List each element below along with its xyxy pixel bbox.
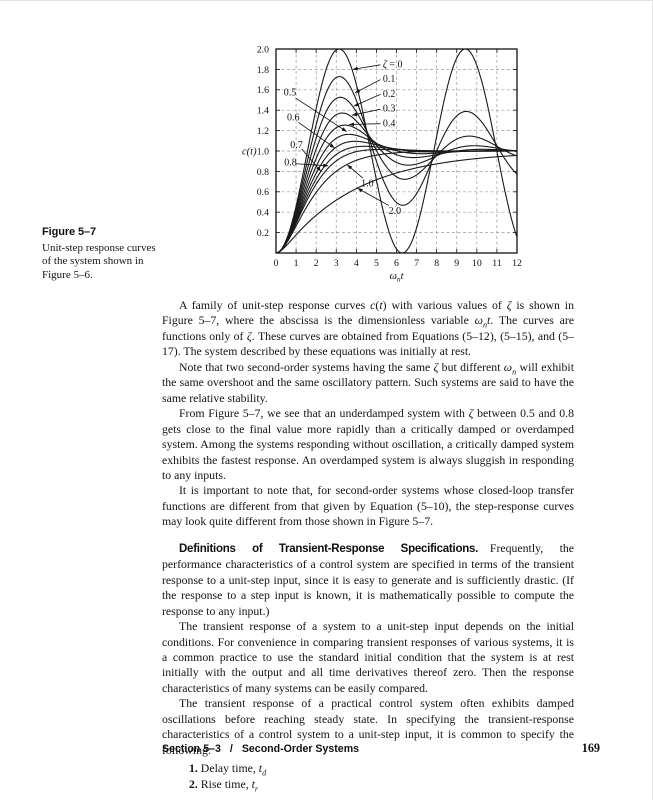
x-axis-label: ωnt	[389, 271, 404, 284]
footer-chapter: Second-Order Systems	[241, 743, 360, 755]
svg-text:12: 12	[512, 258, 522, 269]
svg-text:0.5: 0.5	[284, 87, 297, 98]
svg-text:6: 6	[394, 258, 399, 269]
paragraph: From Figure 5–7, we see that an underdam…	[162, 406, 574, 482]
svg-text:0.6: 0.6	[287, 112, 300, 123]
curve-zeta-0	[275, 48, 518, 254]
list-item: 1. Delay time, td	[189, 761, 267, 778]
svg-text:0.7: 0.7	[290, 140, 303, 151]
curve-zeta-1	[275, 150, 518, 254]
page-footer: Section 5–3 / Second-Order Systems 169	[162, 741, 600, 756]
footer-separator: /	[229, 743, 233, 755]
svg-text:1.6: 1.6	[257, 85, 269, 96]
svg-text:2.0: 2.0	[257, 44, 269, 55]
svg-text:0.2: 0.2	[383, 89, 396, 100]
paragraph: The transient response of a system to a …	[162, 619, 574, 695]
svg-text:4: 4	[354, 258, 359, 269]
svg-text:11: 11	[492, 258, 502, 269]
figure-caption: Figure 5–7 Unit-step response curves of …	[42, 226, 158, 282]
svg-text:0: 0	[274, 258, 279, 269]
svg-text:0.4: 0.4	[257, 208, 269, 219]
svg-text:2: 2	[314, 258, 319, 269]
paragraph: The transient response of a practical co…	[162, 696, 574, 757]
paragraph: A family of unit-step response curves c(…	[162, 298, 574, 359]
footer-section: Section 5–3	[162, 743, 221, 755]
svg-text:8: 8	[434, 258, 439, 269]
figure-label: Figure 5–7	[42, 226, 97, 238]
svg-text:1.4: 1.4	[257, 106, 269, 117]
curve-zeta-2	[275, 154, 518, 254]
svg-text:7: 7	[414, 258, 419, 269]
curve-zeta-0.1	[275, 76, 518, 254]
svg-text:1.0: 1.0	[257, 146, 269, 157]
svg-text:1: 1	[294, 258, 299, 269]
svg-text:0.1: 0.1	[383, 74, 396, 85]
figure-5-7-chart: 0 1 2 3 4 5 6 7 8 9 10 11 12 0.2 0.4 0.6 0.8 1.0 1.2 1.4 1.6…	[228, 37, 562, 289]
footer-running-head: Section 5–3 / Second-Order Systems	[162, 743, 368, 755]
page-number: 169	[581, 741, 600, 755]
svg-text:0.6: 0.6	[257, 187, 269, 198]
curve-annotations: ζ = 0 0.1 0.2 0.3 0.4 0.5 0.6 0.7 0.8 1.0 2.0	[284, 59, 403, 217]
svg-text:0.2: 0.2	[257, 228, 269, 239]
svg-text:0.8: 0.8	[284, 158, 297, 169]
chart-tick-labels: 0 1 2 3 4 5 6 7 8 9 10 11 120.20.40.60.81.01.21.41.6…	[257, 44, 522, 269]
svg-text:1.8: 1.8	[257, 65, 269, 76]
svg-text:2.0: 2.0	[389, 206, 402, 217]
svg-text:10: 10	[472, 258, 482, 269]
y-axis-label: c(t)	[242, 147, 257, 158]
paragraph: Note that two second-order systems havin…	[162, 359, 574, 405]
svg-text:ζ = 0: ζ = 0	[383, 59, 403, 70]
svg-text:0.3: 0.3	[383, 104, 396, 115]
response-curves	[275, 48, 518, 254]
list-item: 2. Rise time, tr	[189, 776, 259, 793]
svg-text:5: 5	[374, 258, 379, 269]
curve-zeta-0.2	[275, 96, 518, 254]
svg-text:3: 3	[334, 258, 339, 269]
svg-text:1.0: 1.0	[361, 179, 374, 190]
paragraph-definitions-heading: Definitions of Transient-Response Specif…	[162, 540, 575, 618]
paragraph: It is important to note that, for second…	[162, 483, 574, 529]
svg-text:1.2: 1.2	[257, 126, 269, 137]
body-text-column: A family of unit-step response curves c(…	[162, 298, 575, 793]
svg-text:0.4: 0.4	[383, 118, 396, 129]
svg-text:9: 9	[454, 258, 459, 269]
step-response-curves-svg: 0 1 2 3 4 5 6 7 8 9 10 11 120.20.40.60.81.01.21.41.6…	[242, 44, 522, 284]
specification-list: 1. Delay time, td 2. Rise time, tr	[162, 761, 574, 792]
svg-text:0.8: 0.8	[257, 167, 269, 178]
figure-caption-text: Unit-step response curves of the system …	[42, 241, 156, 281]
curve-zeta-0.3	[275, 112, 518, 254]
curve-zeta-0.4	[275, 124, 518, 254]
